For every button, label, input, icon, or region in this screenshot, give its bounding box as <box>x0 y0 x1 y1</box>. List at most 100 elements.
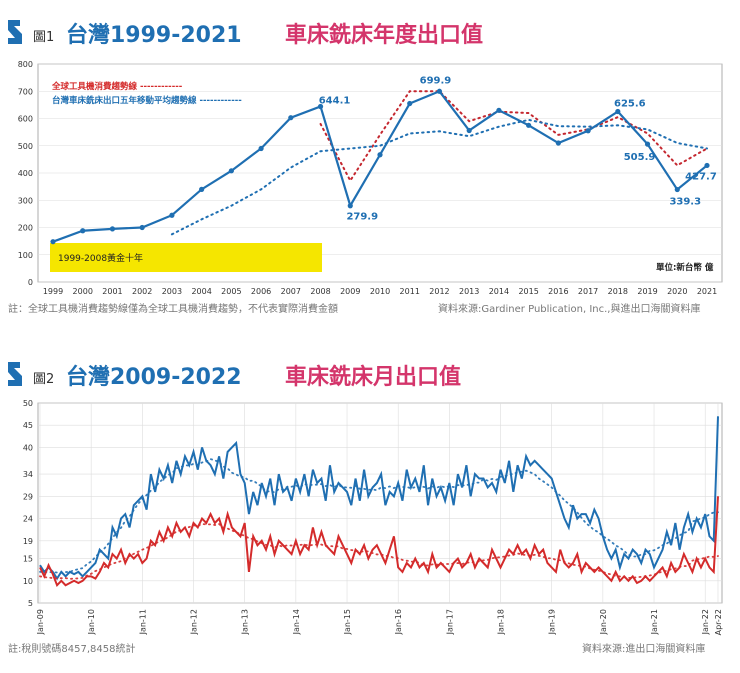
export-value-point <box>199 186 205 192</box>
figure2-y-tick-label: 29 <box>23 492 33 501</box>
figure2-y-tick-label: 45 <box>23 421 33 430</box>
figure1-x-tick-label: 2009 <box>340 287 360 296</box>
figure2-x-tick-label: Jan-13 <box>241 609 250 635</box>
figure1-y-tick-label: 100 <box>18 251 33 260</box>
figure1-x-tick-label: 2018 <box>608 287 628 296</box>
export-value-point <box>674 186 680 193</box>
figure1-x-tick-label: 2010 <box>370 287 390 296</box>
figure1-data-label: 644.1 <box>319 95 351 106</box>
figure1-data-labels: 644.1 279.9 699.9 625.6 505.9 339.3 427.7 <box>319 75 717 222</box>
brand-s-icon <box>8 362 22 386</box>
five-year-average-trendline <box>170 118 708 236</box>
figure1-data-label: 279.9 <box>346 212 378 223</box>
global-consumption-trendline <box>319 90 708 183</box>
figure1-title-part1: 台灣1999-2021 <box>66 22 242 48</box>
figure2-source: 資料來源:進出口海關資料庫 <box>582 642 705 655</box>
export-value-point <box>139 224 145 231</box>
figure1-header: 圖1 台灣1999-2021 車床銑床年度出口值 <box>8 20 483 48</box>
figure1-source: 資料來源:Gardiner Publication, Inc.,與進出口海關資料… <box>438 302 700 315</box>
figure2-x-tick-label: Jan-19 <box>548 609 557 635</box>
figure1-x-tick-label: 2002 <box>132 287 152 296</box>
figure2-y-tick-label: 5 <box>28 599 33 608</box>
export-value-point <box>80 228 86 234</box>
figure2-x-tick-label: Jan-10 <box>87 609 96 635</box>
figure2-x-tick-label: Jan-12 <box>190 609 199 635</box>
export-value-point <box>407 100 413 107</box>
figure1-x-tick-label: 2000 <box>73 287 93 296</box>
export-value-point <box>436 88 443 94</box>
export-value-point <box>377 152 383 158</box>
figure2-y-tick-label: 24 <box>23 515 33 524</box>
figure2-y-ticks: 5 10 15 19 24 29 34 40 45 50 <box>23 399 33 608</box>
figure2-x-tick-label: Jan-16 <box>394 609 403 635</box>
figure1-x-tick-label: 2021 <box>697 287 717 296</box>
figure1-x-tick-label: 2003 <box>162 287 182 296</box>
figure1-y-tick-label: 400 <box>18 169 33 178</box>
figure2-y-tick-label: 50 <box>23 399 33 408</box>
figure1-label: 圖1 <box>33 30 54 45</box>
export-value-point <box>466 127 472 134</box>
figure1-x-ticks: 1999 2000 2001 2002 2003 2004 2005 2006 2007 2008… <box>43 287 717 296</box>
figure2-x-tick-label: Jan-20 <box>599 609 608 635</box>
export-value-point <box>317 103 324 110</box>
figure1-x-tick-label: 2015 <box>518 287 538 296</box>
figure2-x-ticks: Jan-09 Jan-10 Jan-11 Jan-12 Jan-13 Jan-14 Jan-… <box>36 609 723 635</box>
figure1-data-label: 625.6 <box>614 99 646 110</box>
figure2-title-part2: 車床銑床月出口值 <box>285 364 461 390</box>
figure2-x-tick-label: Jan-09 <box>36 609 45 635</box>
figure2-plot-frame <box>37 402 723 604</box>
figure1-footnote: 註：全球工具機消費趨勢線僅為全球工具機消費趨勢，不代表實際消費金額 <box>8 302 338 315</box>
export-value-point <box>496 107 502 113</box>
figure1-x-tick-label: 2013 <box>459 287 479 296</box>
figure1-x-tick-label: 2007 <box>281 287 301 296</box>
figure1-x-tick-label: 2019 <box>637 287 657 296</box>
export-value-point <box>585 128 591 134</box>
figure1-chart: 0 100 200 300 400 500 600 700 800 1999 2000 2001 20… <box>18 60 723 296</box>
figure1-x-tick-label: 2016 <box>548 287 568 296</box>
lathe-export-line <box>39 416 719 581</box>
export-value-line <box>52 89 708 243</box>
export-value-point <box>228 168 234 174</box>
figure2-x-tick-label: Jan-22 <box>701 609 710 635</box>
figure2-y-tick-label: 19 <box>23 537 33 546</box>
figure2-y-tick-label: 34 <box>23 470 33 479</box>
golden-decade-highlight <box>50 243 322 272</box>
export-value-point <box>50 239 56 245</box>
figure1-y-tick-label: 800 <box>18 60 33 69</box>
figure2-series <box>39 416 719 588</box>
export-value-point <box>555 140 561 146</box>
figure2-y-tick-label: 10 <box>23 577 33 586</box>
figure1-data-label: 339.3 <box>669 197 701 208</box>
figure1-title-part2: 車床銑床年度出口值 <box>285 22 483 48</box>
figure1-series <box>50 88 710 245</box>
figure1-y-ticks: 0 100 200 300 400 500 600 700 800 <box>18 60 33 287</box>
figure1-data-label: 505.9 <box>624 152 656 163</box>
export-value-point <box>288 115 294 121</box>
figure1-x-tick-label: 2017 <box>578 287 598 296</box>
figure2-label: 圖2 <box>33 372 54 387</box>
export-value-point <box>258 145 264 152</box>
figure1-y-tick-label: 300 <box>18 196 33 205</box>
figure1-y-tick-label: 500 <box>18 142 33 151</box>
export-value-point <box>109 226 116 232</box>
export-value-point <box>615 108 621 115</box>
figure1-legend: 全球工具機消費趨勢線 ------------ 台灣車床銑床出口五年移動平均趨勢… <box>51 81 242 106</box>
milling-export-line <box>39 496 719 588</box>
figure1-unit: 單位:新台幣 億 <box>656 262 714 273</box>
figure2-x-tick-label: Jan-15 <box>343 609 352 635</box>
export-value-point <box>644 141 651 147</box>
export-value-point <box>169 212 175 218</box>
golden-decade-label: 1999-2008黃金十年 <box>58 252 143 264</box>
export-value-point <box>526 122 532 128</box>
lathe-trendline <box>39 458 719 574</box>
figure1-x-tick-label: 2014 <box>489 287 509 296</box>
figure1-data-label: 427.7 <box>685 171 717 182</box>
figure2-footnote: 註:稅則號碼8457,8458統計 <box>8 642 135 655</box>
legend-five-year-average: 台灣車床銑床出口五年移動平均趨勢線 ------------ <box>52 95 242 106</box>
figure1-data-label: 699.9 <box>420 75 452 86</box>
figure1-x-tick-label: 2008 <box>310 287 330 296</box>
figure1-x-tick-label: 2020 <box>667 287 687 296</box>
export-value-point <box>347 203 353 209</box>
